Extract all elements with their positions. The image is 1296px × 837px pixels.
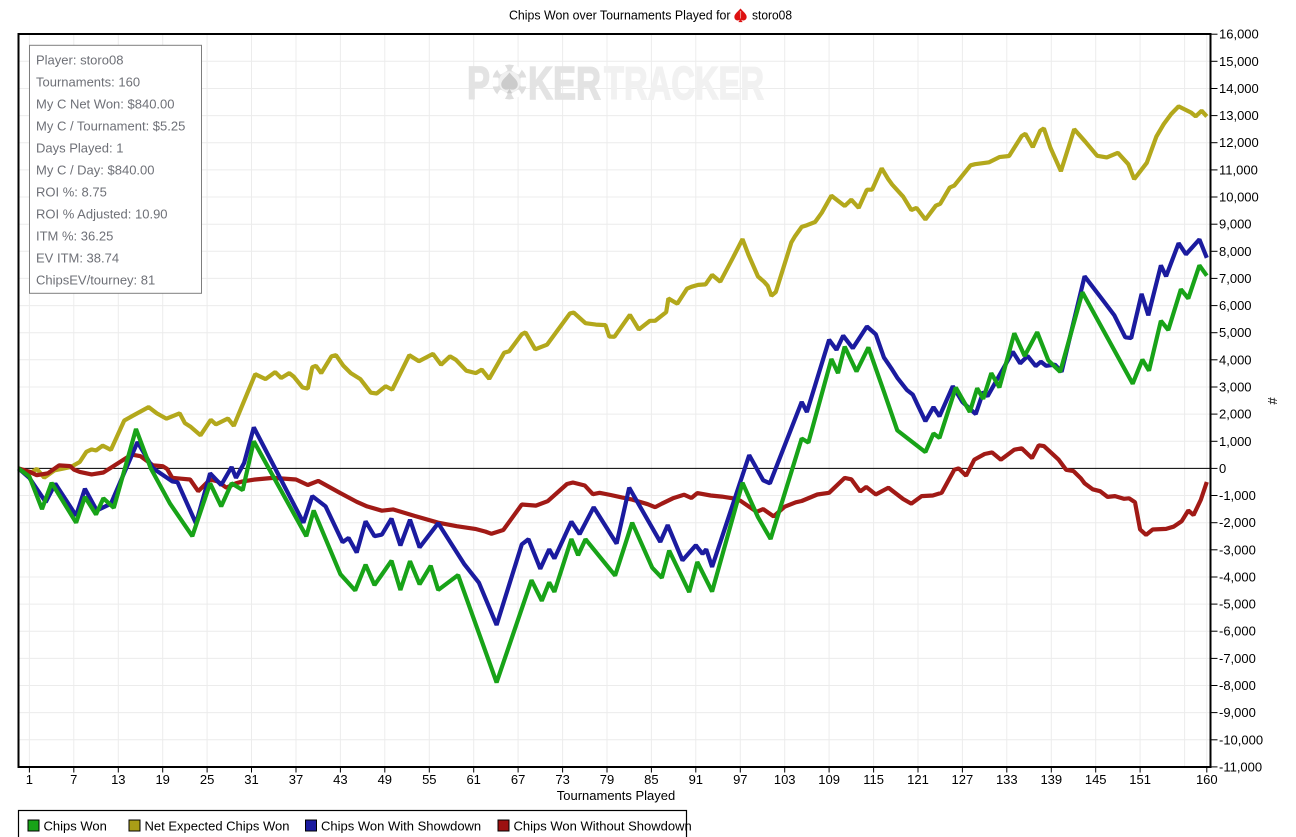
svg-text:127: 127 [952, 772, 974, 787]
svg-text:ChipsEV/tourney: 81: ChipsEV/tourney: 81 [36, 273, 155, 288]
svg-text:37: 37 [289, 772, 303, 787]
svg-text:Chips Won Without Showdown: Chips Won Without Showdown [514, 819, 692, 834]
svg-text:-10,000: -10,000 [1219, 732, 1263, 747]
svg-text:139: 139 [1040, 772, 1062, 787]
svg-text:-7,000: -7,000 [1219, 651, 1256, 666]
svg-text:My C / Day: $840.00: My C / Day: $840.00 [36, 163, 155, 178]
svg-text:145: 145 [1085, 772, 1107, 787]
svg-text:11,000: 11,000 [1219, 162, 1258, 177]
svg-text:-4,000: -4,000 [1219, 570, 1256, 585]
svg-text:-11,000: -11,000 [1219, 759, 1262, 774]
svg-text:-8,000: -8,000 [1219, 678, 1256, 693]
svg-text:1: 1 [26, 772, 33, 787]
svg-text:-1,000: -1,000 [1219, 488, 1256, 503]
svg-text:25: 25 [200, 772, 214, 787]
svg-text:79: 79 [600, 772, 614, 787]
svg-text:6,000: 6,000 [1219, 298, 1252, 313]
svg-text:Chips Won: Chips Won [44, 819, 107, 834]
svg-text:KER: KER [528, 57, 601, 109]
svg-text:0: 0 [1219, 461, 1226, 476]
svg-text:P: P [467, 57, 490, 109]
svg-text:10,000: 10,000 [1219, 190, 1259, 205]
svg-text:1,000: 1,000 [1219, 434, 1252, 449]
svg-text:ROI % Adjusted: 10.90: ROI % Adjusted: 10.90 [36, 207, 168, 222]
svg-text:85: 85 [644, 772, 658, 787]
svg-text:Net Expected Chips Won: Net Expected Chips Won [145, 819, 290, 834]
svg-text:5,000: 5,000 [1219, 325, 1252, 340]
svg-text:storo08: storo08 [752, 8, 792, 23]
svg-text:19: 19 [155, 772, 169, 787]
svg-text:49: 49 [378, 772, 392, 787]
svg-text:115: 115 [863, 772, 884, 787]
svg-text:Tournaments Played: Tournaments Played [557, 788, 676, 803]
svg-text:73: 73 [555, 772, 569, 787]
svg-text:#: # [1265, 397, 1280, 405]
svg-text:31: 31 [244, 772, 258, 787]
svg-text:43: 43 [333, 772, 347, 787]
svg-text:121: 121 [907, 772, 929, 787]
svg-text:61: 61 [466, 772, 480, 787]
svg-text:Chips Won over Tournaments Pla: Chips Won over Tournaments Played for [509, 8, 731, 23]
svg-text:Days Played: 1: Days Played: 1 [36, 141, 123, 156]
svg-text:151: 151 [1129, 772, 1151, 787]
svg-text:133: 133 [996, 772, 1018, 787]
svg-text:91: 91 [689, 772, 703, 787]
svg-text:103: 103 [774, 772, 796, 787]
svg-text:55: 55 [422, 772, 436, 787]
svg-text:12,000: 12,000 [1219, 135, 1259, 150]
svg-text:16,000: 16,000 [1219, 27, 1259, 42]
svg-text:-5,000: -5,000 [1219, 597, 1256, 612]
svg-text:4,000: 4,000 [1219, 352, 1252, 367]
svg-text:2,000: 2,000 [1219, 407, 1252, 422]
svg-text:67: 67 [511, 772, 525, 787]
svg-text:Tournaments: 160: Tournaments: 160 [36, 75, 140, 90]
svg-text:7: 7 [70, 772, 77, 787]
svg-text:-9,000: -9,000 [1219, 705, 1256, 720]
svg-text:13,000: 13,000 [1219, 108, 1259, 123]
svg-text:109: 109 [818, 772, 840, 787]
svg-text:14,000: 14,000 [1219, 81, 1259, 96]
svg-text:ROI %: 8.75: ROI %: 8.75 [36, 185, 107, 200]
svg-text:Player: storo08: Player: storo08 [36, 53, 123, 68]
svg-text:Chips Won With Showdown: Chips Won With Showdown [321, 819, 481, 834]
svg-text:160: 160 [1196, 772, 1218, 787]
svg-text:EV ITM: 38.74: EV ITM: 38.74 [36, 251, 119, 266]
svg-text:13: 13 [111, 772, 125, 787]
svg-text:TRACKER: TRACKER [604, 57, 764, 109]
svg-text:9,000: 9,000 [1219, 217, 1252, 232]
svg-text:My C Net Won: $840.00: My C Net Won: $840.00 [36, 97, 175, 112]
svg-text:-6,000: -6,000 [1219, 624, 1256, 639]
svg-text:3,000: 3,000 [1219, 380, 1252, 395]
svg-text:-3,000: -3,000 [1219, 542, 1256, 557]
svg-text:-2,000: -2,000 [1219, 515, 1256, 530]
svg-text:7,000: 7,000 [1219, 271, 1252, 286]
svg-text:15,000: 15,000 [1219, 54, 1259, 69]
svg-text:My C / Tournament: $5.25: My C / Tournament: $5.25 [36, 119, 185, 134]
svg-text:97: 97 [733, 772, 747, 787]
svg-text:8,000: 8,000 [1219, 244, 1252, 259]
svg-text:ITM %: 36.25: ITM %: 36.25 [36, 229, 113, 244]
